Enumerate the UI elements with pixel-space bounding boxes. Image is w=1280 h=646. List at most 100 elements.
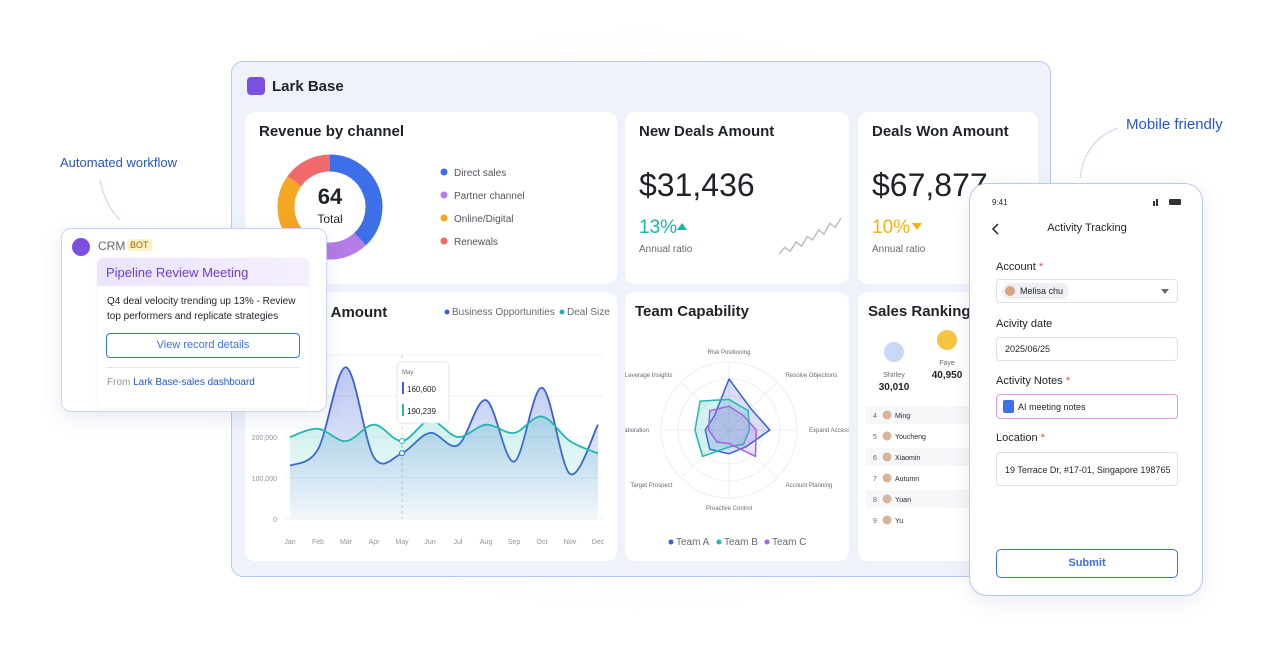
notes-input[interactable]: AI meeting notes (996, 394, 1178, 419)
row-name: Yuan (895, 497, 911, 504)
tooltip-swatch (402, 404, 404, 416)
x-tick-label: Aug (480, 539, 493, 546)
x-tick-label: Jul (454, 539, 463, 546)
field-label: Location * (996, 432, 1045, 444)
avatar (882, 340, 906, 364)
radar-spoke (680, 429, 730, 479)
legend-dot (559, 309, 565, 315)
location-input[interactable]: 19 Terrace Dr, #17-01, Singapore 198765 (996, 452, 1178, 486)
x-tick-label: Dec (592, 539, 605, 546)
label-text: Activity Notes (996, 375, 1063, 387)
hover-point (399, 438, 405, 445)
radar-area (694, 398, 751, 458)
source-link[interactable]: Lark Base-sales dashboard (133, 377, 255, 388)
ratio: 13% (639, 217, 678, 238)
legend-label: Team B (724, 537, 758, 548)
rank: 8 (873, 497, 877, 504)
message-title: Pipeline Review Meeting (106, 265, 249, 280)
top-value: 30,010 (879, 382, 910, 393)
rank: 4 (873, 413, 877, 420)
y-tick-label: 0 (273, 517, 277, 524)
app-logo (247, 77, 265, 95)
top-value: 40,950 (932, 370, 963, 381)
axis-label: Collaboration (625, 428, 649, 434)
axis-label: Leverage Insights (625, 373, 672, 379)
status-time: 9:41 (992, 198, 1008, 207)
submit-button[interactable]: Submit (996, 549, 1178, 578)
caret (1161, 289, 1169, 294)
tooltip-title: May (402, 370, 413, 376)
donut-segment (277, 176, 302, 238)
caret-shape (1161, 289, 1169, 294)
ratio-label: Annual ratio (872, 244, 926, 255)
legend-dot (764, 539, 770, 545)
row-name: Ming (895, 413, 910, 420)
legend-dot (444, 309, 450, 315)
up-arrow (677, 223, 687, 230)
callout-workflow: Automated workflow (60, 155, 178, 170)
legend-label: Online/Digital (454, 214, 513, 225)
x-tick-label: Mar (340, 539, 353, 546)
phone: 9:41 Activity Tracking Account * Melisa … (969, 183, 1203, 596)
view-button[interactable]: View record details (106, 333, 300, 358)
radar-spoke (680, 381, 730, 431)
x-tick-label: May (395, 539, 409, 546)
line (289, 415, 599, 455)
legend-dot (440, 237, 448, 245)
row-avatar (882, 452, 892, 462)
callout-mobile: Mobile friendly (1126, 116, 1223, 133)
radar-spoke (728, 429, 778, 479)
x-tick-label: Nov (564, 539, 577, 546)
chevron (991, 223, 999, 235)
account-select[interactable]: Melisa chu (996, 279, 1178, 303)
amount: $31,436 (639, 167, 755, 203)
axis-label: Target Prospect (630, 483, 672, 489)
card-title: Team Capability (635, 303, 749, 320)
status-icons (1153, 199, 1181, 206)
ratio: 10% (872, 217, 911, 238)
legend-dot (440, 214, 448, 222)
required-mark: * (1038, 261, 1044, 273)
row-name: Xiaomin (895, 455, 920, 462)
connector (99, 179, 121, 221)
axis-label: Risk Positioning (708, 350, 751, 356)
donut-segment (287, 154, 331, 187)
field-label: Account * (996, 261, 1043, 273)
x-tick-label: Feb (312, 539, 324, 546)
legend-dot (668, 539, 674, 545)
x-tick-label: Jan (284, 539, 295, 546)
radar-chart: Risk Positioning Resolve Objections Expand… (625, 350, 849, 548)
legend-label: Direct sales (454, 168, 506, 179)
sparkline-line (778, 217, 842, 255)
down-arrow (912, 223, 922, 230)
legend-label: Team A (676, 537, 710, 548)
notes-text: AI meeting notes (1018, 402, 1086, 412)
date-input[interactable]: 2025/06/25 (996, 337, 1178, 361)
tooltip (396, 361, 450, 424)
account-chip: Melisa chu (1002, 283, 1070, 299)
legend-dot (440, 191, 448, 199)
back-button[interactable] (990, 222, 1000, 236)
legend-label: Renewals (454, 237, 498, 248)
y-tick-label: 100,000 (252, 476, 277, 483)
legend-dot (716, 539, 722, 545)
amount: $67,877 (872, 167, 988, 203)
top-name: Faye (939, 360, 955, 367)
card-title: Deals Won Amount (872, 123, 1009, 140)
from-label: From (107, 377, 131, 388)
axis-label: Account Planning (786, 483, 833, 489)
doc-icon (1003, 400, 1014, 413)
row-name: Yu (895, 518, 903, 525)
line-chart: 0100,000200,000300,000400,000JanFebMarAp… (252, 307, 611, 546)
donut-segment (329, 154, 383, 246)
tooltip-swatch (402, 382, 404, 394)
crm-card: CRM BOT Pipeline Review Meeting Q4 deal … (61, 228, 327, 412)
top-name: Shirley (883, 372, 905, 379)
message-body: Q4 deal velocity trending up 13% - Revie… (107, 296, 296, 322)
from-line: From Lark Base-sales dashboard (107, 377, 255, 388)
rank: 5 (873, 434, 877, 441)
area (290, 416, 598, 519)
legend-label: Team C (772, 537, 806, 548)
